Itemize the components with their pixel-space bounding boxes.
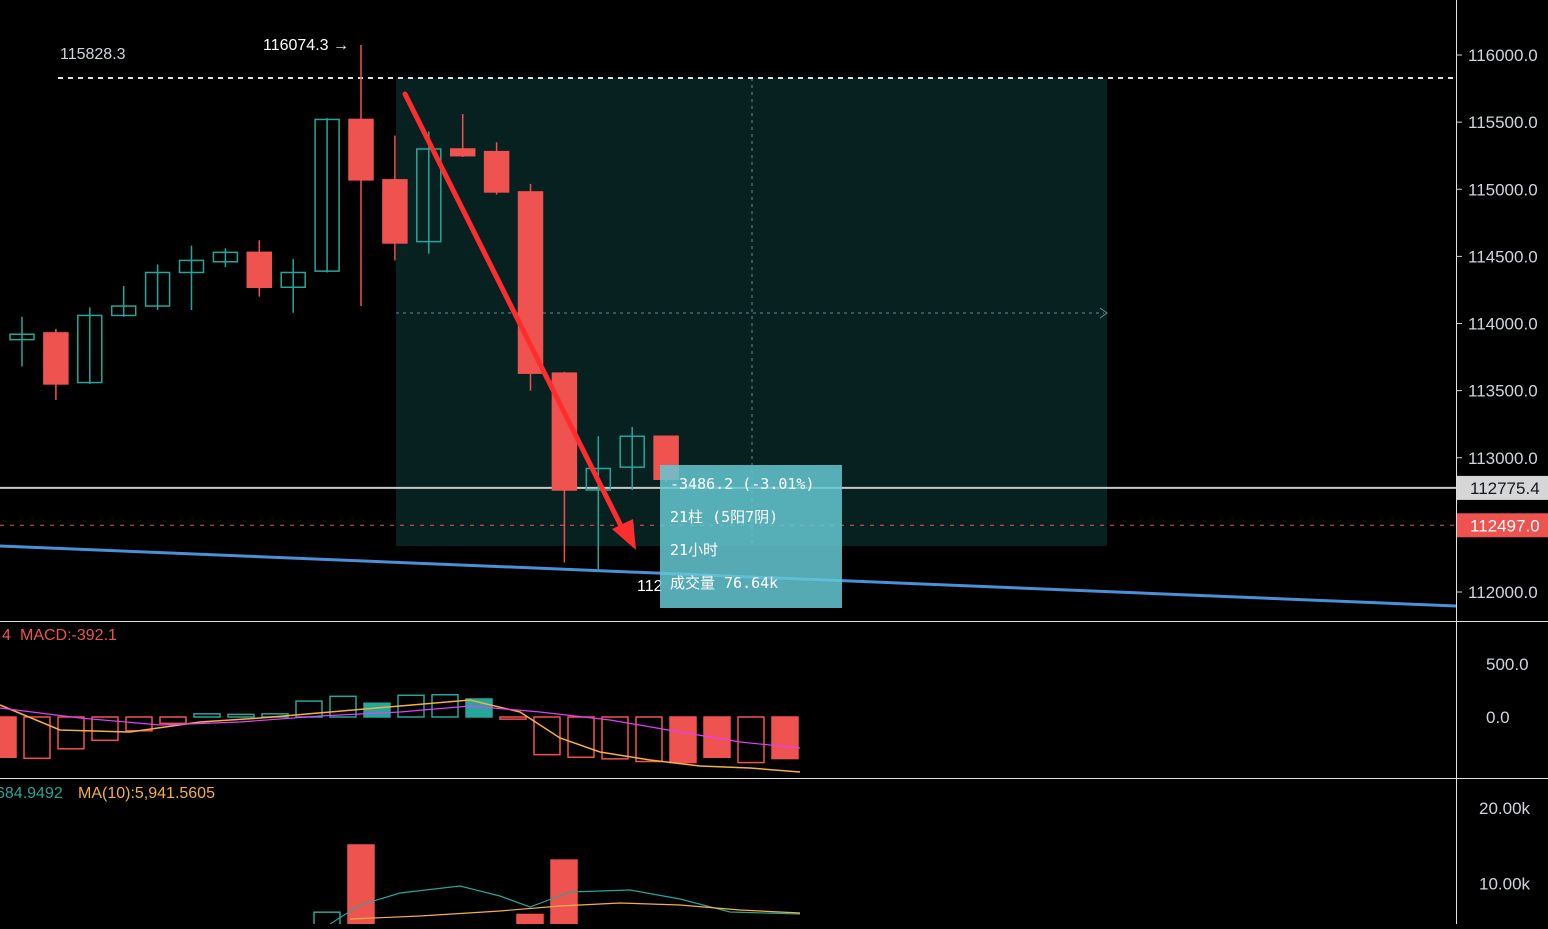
candle-body: [212, 251, 239, 263]
last-price-tag-bg: [1457, 475, 1548, 500]
macd-bar: [227, 713, 255, 718]
price-axis-label: 113500.0: [1468, 382, 1538, 401]
candle: [110, 285, 137, 317]
candle-body: [483, 150, 510, 193]
candle-body: [314, 118, 340, 272]
candle: [348, 45, 374, 307]
candle: [314, 118, 340, 273]
macd-bar: [0, 716, 17, 759]
left-price-label: 115828.3: [60, 46, 126, 63]
volume-bars: [313, 844, 578, 929]
candle: [77, 307, 103, 384]
candle: [449, 114, 476, 158]
candle-body: [585, 467, 612, 491]
candle: [246, 240, 273, 297]
macd-bar: [737, 716, 765, 764]
candle: [483, 142, 510, 195]
candle-body: [416, 148, 442, 243]
candle-body: [43, 332, 69, 385]
macd-bar: [193, 713, 221, 718]
macd-bar: [91, 716, 119, 742]
candles: [9, 45, 679, 572]
volume-bar: [516, 913, 544, 929]
macd-bar: [159, 716, 187, 725]
volume-bar: [347, 844, 375, 929]
measure-arrowhead: [1099, 307, 1108, 319]
red-arrow-head: [612, 519, 636, 550]
macd-label: MACD:-392.1: [20, 627, 117, 644]
candle: [178, 245, 205, 311]
macd-bar: [57, 716, 85, 750]
candle: [280, 259, 306, 313]
macd-bar: [669, 716, 697, 764]
candle-body: [178, 259, 205, 274]
volume-ma-label: MA(10):5,941.5605: [78, 785, 215, 802]
last-price-tag: 112775.4: [1457, 475, 1548, 500]
candle-body: [382, 179, 408, 244]
macd-bar: [771, 716, 799, 760]
candle: [416, 131, 442, 254]
high-price-marker: 116074.3 →: [263, 37, 349, 54]
candle: [619, 426, 645, 490]
candle-body: [9, 333, 35, 341]
macd-bar: [23, 716, 51, 760]
price-axis-label: 115500.0: [1468, 113, 1538, 132]
macd-bar: [601, 716, 629, 760]
candle: [585, 436, 612, 572]
macd-line: [0, 699, 801, 773]
macd-bar: [635, 716, 663, 763]
measure-change: -3486.2 (-3.01%): [670, 475, 815, 493]
price-axis-label: 116000.0: [1468, 46, 1538, 65]
macd-axis-label: 0.0: [1486, 708, 1510, 727]
candle-body: [246, 251, 273, 289]
macd-bar: [567, 716, 595, 759]
macd-axis-label: 500.0: [1486, 655, 1529, 674]
volume-bar: [313, 911, 341, 929]
current-price-tag-text: 112497.0: [1470, 516, 1540, 535]
candle: [9, 316, 35, 367]
macd-signal-line: [0, 705, 801, 749]
price-axis-label: 114000.0: [1468, 315, 1538, 334]
candle-body: [77, 314, 103, 384]
last-price-tag-text: 112775.4: [1470, 479, 1540, 498]
candle: [517, 183, 544, 391]
volume-label-left: 684.9492: [0, 785, 63, 802]
measure-bars: 21柱 (5阳7阴): [670, 508, 779, 526]
price-axis-label: 114500.0: [1468, 247, 1538, 266]
measure-tooltip: -3486.2 (-3.01%) 21柱 (5阳7阴) 21小时 成交量 76.…: [660, 465, 842, 608]
volume-axis-label: 20.00k: [1479, 799, 1531, 818]
candle-body: [348, 118, 374, 181]
macd-bar: [431, 693, 459, 718]
candle-body: [110, 305, 137, 317]
measure-volume: 成交量 76.64k: [670, 574, 779, 592]
current-price-tag: 112497.0: [1457, 513, 1548, 538]
candle-body: [449, 148, 476, 157]
candle: [144, 264, 171, 311]
current-price-tag-bg: [1457, 513, 1548, 538]
macd-label-prefix: 4: [2, 627, 11, 644]
macd-bar: [363, 702, 391, 718]
volume-axis-label: 10.00k: [1479, 875, 1531, 894]
measure-duration: 21小时: [670, 541, 719, 559]
price-axis-label: 115000.0: [1468, 180, 1538, 199]
macd-bar: [499, 716, 527, 720]
price-axis-label: 113000.0: [1468, 449, 1538, 468]
candle: [212, 248, 239, 268]
macd-histogram: [0, 693, 799, 764]
candle-body: [144, 271, 171, 307]
volume-ma-fast: [329, 885, 801, 925]
candle: [43, 328, 69, 401]
candle: [382, 135, 408, 261]
price-axis-label: 112000.0: [1468, 583, 1538, 602]
candle-body: [280, 271, 306, 289]
red-arrow-line: [402, 91, 627, 535]
candle-body: [619, 435, 645, 468]
volume-ma-slow: [349, 902, 801, 920]
partial-price-label: 112: [637, 578, 663, 595]
